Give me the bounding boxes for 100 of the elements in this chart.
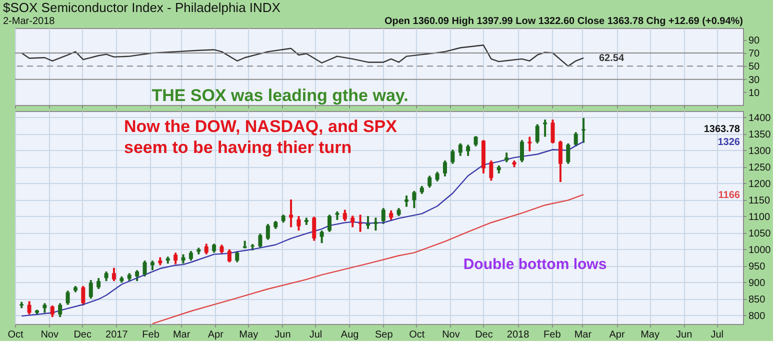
candlestick — [58, 302, 62, 318]
candlestick — [320, 230, 324, 244]
candlestick — [104, 270, 108, 282]
candlestick — [27, 300, 32, 316]
y-tick-label: 1050 — [748, 228, 772, 240]
candlestick — [142, 260, 147, 278]
x-tick-label: 2017 — [106, 330, 128, 340]
candlestick — [489, 160, 494, 182]
y-tick-label: 1000 — [748, 244, 772, 256]
candlestick — [404, 194, 408, 208]
candlestick — [81, 285, 86, 307]
y-tick-label: 1400 — [748, 112, 772, 124]
y-tick-label: 30 — [748, 74, 760, 86]
candlestick — [582, 116, 586, 144]
x-tick-label: Mar — [574, 330, 592, 340]
x-tick-label: Dec — [74, 330, 92, 340]
candlestick — [558, 140, 562, 183]
candlestick — [88, 279, 93, 300]
y-tick-label: 1150 — [748, 195, 770, 206]
candlestick — [350, 214, 355, 228]
annotation: 1326 — [718, 137, 740, 148]
x-tick-label: May — [239, 330, 258, 340]
candlestick — [528, 136, 532, 152]
x-tick-label: Nov — [40, 330, 58, 340]
candlestick — [374, 216, 378, 232]
candlestick — [174, 252, 178, 266]
candlestick — [466, 144, 470, 157]
candlestick — [389, 209, 394, 221]
y-tick-label: 850 — [748, 294, 766, 306]
candlestick — [312, 216, 316, 242]
x-tick-label: Jul — [710, 330, 724, 340]
x-tick-label: Oct — [8, 330, 24, 340]
candlestick — [428, 174, 432, 189]
candlestick — [535, 123, 540, 144]
candlestick — [204, 242, 208, 256]
annotation: 1166 — [718, 190, 740, 201]
annotation: 62.54 — [599, 53, 624, 64]
x-tick-label: Jun — [676, 330, 692, 340]
candlestick — [150, 260, 154, 272]
y-tick-label: 950 — [748, 261, 766, 272]
candlestick — [543, 118, 548, 138]
annotation: 1363.78 — [704, 124, 740, 135]
annotation: Double bottom lows — [463, 256, 607, 273]
candlestick — [96, 277, 101, 290]
x-tick-label: Feb — [544, 330, 562, 340]
candlestick — [504, 152, 509, 164]
candlestick — [442, 160, 447, 178]
x-tick-label: 2018 — [506, 330, 530, 340]
candlestick — [188, 250, 193, 262]
candlestick — [266, 222, 270, 241]
chart-subtitle: 2-Mar-2018 — [3, 16, 56, 27]
candlestick — [474, 135, 478, 148]
candlestick — [458, 142, 462, 157]
y-tick-label: 1100 — [748, 212, 770, 223]
y-tick-label: 90 — [748, 35, 760, 46]
annotation: THE SOX was leading gthe way. — [152, 86, 408, 105]
y-tick-label: 10 — [748, 88, 760, 99]
y-tick-label: 70 — [748, 48, 760, 60]
y-tick-label: 1200 — [748, 178, 772, 190]
candlestick — [450, 148, 455, 165]
candlestick — [289, 198, 294, 228]
candlestick — [412, 190, 416, 210]
candlestick — [66, 290, 70, 306]
x-tick-label: Apr — [609, 330, 626, 340]
x-tick-label: Jul — [309, 330, 322, 340]
candlestick — [42, 302, 47, 314]
candlestick — [135, 269, 140, 282]
candlestick — [296, 215, 301, 232]
candlestick — [220, 244, 224, 256]
candlestick — [520, 139, 524, 164]
candlestick — [181, 253, 186, 265]
annotation: Now the DOW, NASDAQ, and SPX seem to be having thier turn — [124, 117, 398, 157]
y-tick-label: 800 — [748, 310, 766, 322]
text: Open 1360.09 High 1397.99 Low 1322.60 Close 1363.78 Chg +12.69 (+0.94%) — [384, 16, 743, 27]
candlestick — [342, 208, 347, 222]
candlestick — [227, 248, 232, 264]
candlestick — [550, 118, 555, 144]
x-tick-label: Mar — [172, 330, 191, 340]
x-tick-label: Oct — [409, 330, 425, 340]
x-tick-label: Apr — [208, 330, 224, 340]
y-tick-label: 1350 — [748, 129, 772, 140]
candlestick — [381, 207, 386, 225]
x-tick-label: Sep — [375, 330, 394, 340]
candlestick — [258, 232, 262, 249]
candlestick — [358, 214, 362, 233]
candlestick — [235, 250, 240, 264]
candlestick — [574, 131, 578, 148]
x-tick-label: Nov — [442, 330, 460, 340]
candlestick — [328, 214, 332, 233]
y-tick-label: 900 — [748, 278, 766, 289]
candlestick — [50, 304, 54, 318]
y-tick-label: 1300 — [748, 146, 772, 157]
x-tick-label: May — [640, 330, 660, 340]
x-tick-label: Feb — [142, 330, 160, 340]
chart-title: $SOX Semiconductor Index - Philadelphia INDX — [3, 0, 281, 15]
candlestick — [566, 142, 570, 165]
line-series — [21, 44, 584, 67]
x-tick-label: Dec — [475, 330, 493, 340]
candlestick — [112, 266, 116, 282]
candlestick — [435, 170, 440, 182]
